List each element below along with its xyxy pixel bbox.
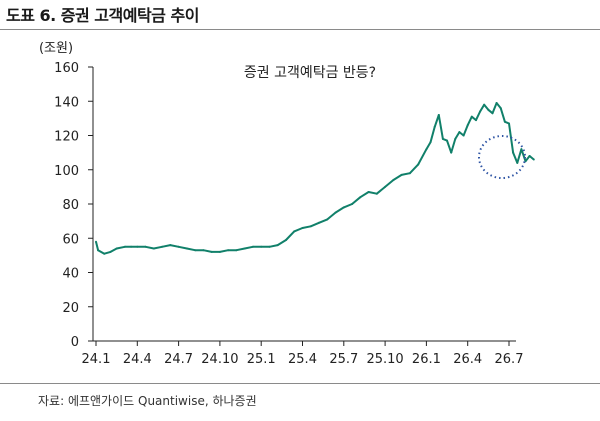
- data-point: [177, 245, 180, 248]
- data-point: [466, 124, 469, 127]
- y-tick-label: 40: [62, 267, 79, 282]
- data-point: [384, 185, 387, 188]
- data-point: [309, 225, 312, 228]
- data-point: [130, 245, 133, 248]
- x-tick-label: 25.1: [247, 352, 276, 367]
- x-tick-label: 26.1: [412, 352, 441, 367]
- chart-annotation: 증권 고객예탁금 반등?: [244, 65, 376, 81]
- data-point: [285, 239, 287, 241]
- data-point: [276, 244, 279, 247]
- data-point: [227, 249, 230, 252]
- data-point: [161, 245, 164, 248]
- y-unit-label: (조원): [39, 41, 73, 56]
- y-tick-label: 80: [62, 198, 79, 213]
- y-tick-label: 0: [71, 335, 79, 350]
- data-point: [260, 245, 263, 248]
- data-point: [251, 245, 254, 248]
- data-point: [392, 179, 395, 181]
- data-point: [334, 211, 337, 214]
- data-point: [483, 103, 486, 106]
- data-point: [103, 252, 106, 255]
- data-point: [512, 151, 515, 154]
- data-point: [136, 245, 139, 248]
- data-point: [351, 203, 354, 205]
- data-point: [218, 250, 221, 253]
- data-point: [462, 134, 465, 137]
- y-tick-label: 20: [62, 301, 79, 316]
- data-point: [508, 122, 510, 125]
- data-point: [301, 227, 304, 229]
- data-point: [528, 155, 531, 157]
- data-point: [342, 206, 345, 209]
- customer-deposit-chart: (조원) 증권 고객예탁금 반등? 020406080100120140160 …: [39, 41, 535, 367]
- bottom-divider: [0, 383, 600, 384]
- data-point: [499, 107, 502, 110]
- data-point: [441, 137, 444, 140]
- data-point: [169, 244, 172, 247]
- x-tick-label: 24.10: [201, 352, 238, 367]
- data-point: [433, 125, 436, 128]
- data-point: [454, 137, 457, 140]
- data-point: [367, 191, 370, 193]
- data-point: [479, 110, 482, 113]
- data-point: [123, 245, 126, 248]
- data-point: [152, 247, 155, 250]
- x-tick-label: 24.1: [82, 352, 111, 367]
- data-point: [503, 120, 506, 123]
- y-tick-label: 160: [54, 61, 79, 76]
- data-point: [408, 172, 411, 175]
- y-tick-label: 60: [62, 232, 79, 247]
- data-point: [109, 250, 112, 253]
- data-point: [425, 148, 428, 151]
- data-point: [475, 119, 477, 122]
- x-tick-label: 25.10: [366, 352, 403, 367]
- data-point: [144, 245, 147, 248]
- top-divider: [0, 29, 600, 30]
- x-tick-label: 25.4: [288, 352, 317, 367]
- data-point: [185, 247, 188, 250]
- data-point: [437, 114, 440, 116]
- data-point: [97, 249, 100, 252]
- data-point: [210, 250, 213, 253]
- data-point: [293, 230, 296, 233]
- data-point: [326, 218, 329, 221]
- source-note: 자료: 에프앤가이드 Quantiwise, 하나증권: [38, 394, 257, 408]
- data-point: [491, 112, 494, 115]
- data-point: [450, 151, 453, 154]
- data-point: [243, 247, 246, 250]
- data-point: [520, 148, 523, 151]
- data-point: [532, 158, 535, 161]
- data-point: [235, 249, 238, 252]
- data-point: [400, 173, 403, 176]
- x-tick-label: 26.7: [495, 352, 524, 367]
- highlight-circle: [478, 135, 526, 179]
- data-point: [115, 247, 118, 250]
- data-point: [359, 196, 362, 199]
- figure-title: 도표 6. 증권 고객예탁금 추이: [6, 6, 199, 25]
- x-tick-label: 24.7: [164, 352, 193, 367]
- data-point: [202, 249, 205, 252]
- data-point: [516, 161, 519, 164]
- data-point: [268, 245, 271, 248]
- x-tick-label: 25.7: [329, 352, 358, 367]
- data-point: [495, 102, 498, 104]
- x-tick-label: 26.4: [453, 352, 482, 367]
- y-tick-label: 100: [54, 164, 79, 179]
- data-point: [95, 240, 97, 243]
- data-point: [487, 108, 490, 111]
- data-point: [458, 131, 461, 134]
- y-tick-label: 120: [54, 130, 79, 145]
- data-point: [318, 221, 320, 224]
- data-point: [194, 249, 197, 252]
- data-point: [375, 192, 378, 195]
- y-tick-label: 140: [54, 95, 79, 110]
- data-point: [417, 163, 420, 166]
- data-point: [470, 115, 473, 118]
- data-point: [446, 139, 448, 142]
- x-tick-label: 24.4: [123, 352, 152, 367]
- data-point: [429, 141, 432, 144]
